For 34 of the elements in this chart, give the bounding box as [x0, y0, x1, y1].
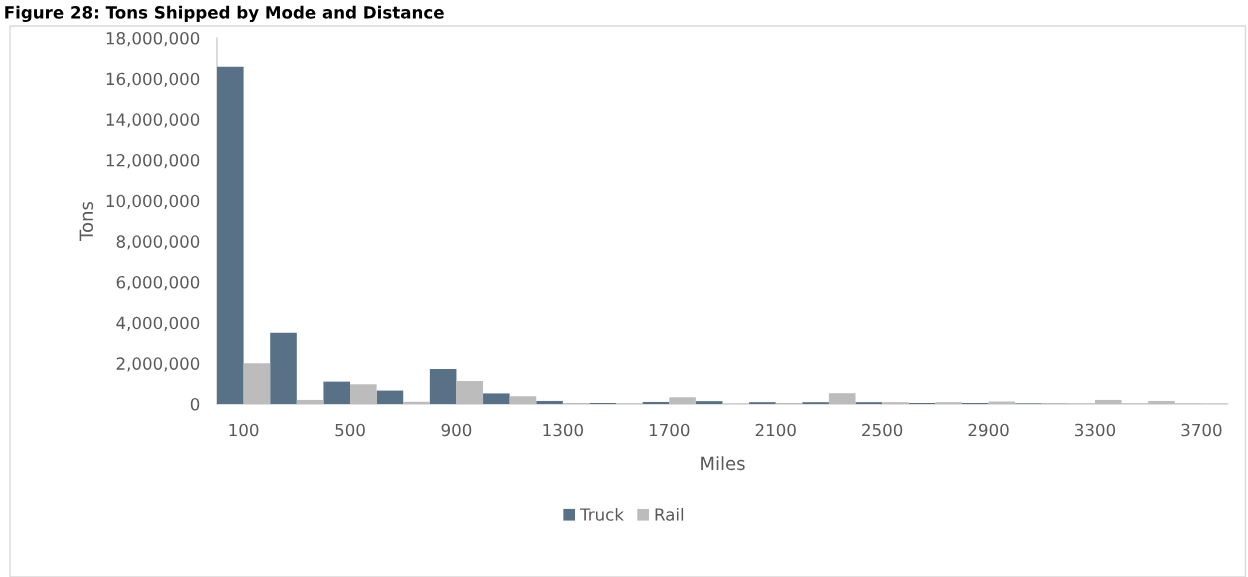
y-tick-label: 2,000,000 [116, 357, 200, 372]
x-tick-label: 3300 [1075, 423, 1116, 437]
y-tick-label: 6,000,000 [116, 275, 200, 291]
x-tick-label: 900 [441, 423, 472, 437]
y-tick-label: 14,000,000 [106, 113, 200, 128]
x-tick-label: 2500 [862, 423, 903, 437]
y-tick-label: 18,000,000 [106, 31, 200, 47]
x-tick-label: 1300 [543, 423, 583, 437]
x-tick-label: 1700 [649, 423, 690, 437]
y-tick-label: 10,000,000 [106, 194, 200, 209]
x-tick-label: 2100 [755, 423, 796, 437]
bar [483, 393, 510, 404]
y-tick-label: 8,000,000 [116, 235, 200, 250]
legend-label: Truck [579, 507, 624, 521]
bar [270, 332, 297, 404]
bar [642, 401, 670, 404]
legend-label: Rail [655, 507, 684, 521]
y-tick-label: 12,000,000 [106, 153, 200, 169]
bar [695, 401, 723, 404]
bar [323, 381, 351, 404]
bar [376, 390, 404, 404]
y-axis-title: Tons [79, 201, 94, 241]
x-tick-label: 500 [335, 423, 365, 437]
bar [429, 369, 457, 404]
y-tick-label: 16,000,000 [106, 72, 200, 87]
x-tick-label: 2900 [968, 423, 1009, 437]
x-tick-label: 100 [229, 423, 259, 437]
bar [536, 400, 563, 404]
y-tick-label: 0 [190, 397, 200, 411]
x-axis-title: Miles [701, 456, 745, 471]
y-tick-label: 4,000,000 [116, 316, 200, 331]
bar [217, 66, 244, 404]
x-tick-label: 3700 [1181, 423, 1222, 437]
chart-title: Figure 28: Tons Shipped by Mode and Distance [5, 5, 444, 23]
